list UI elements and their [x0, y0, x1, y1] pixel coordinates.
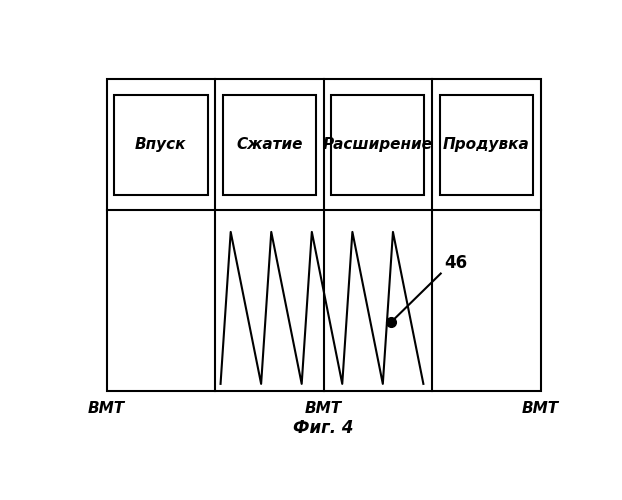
Text: Впуск: Впуск [135, 137, 187, 152]
Text: ВМТ: ВМТ [88, 400, 125, 415]
Text: ВМТ: ВМТ [305, 400, 342, 415]
Text: Расширение: Расширение [323, 137, 433, 152]
Bar [107, 79, 541, 391]
Text: 46: 46 [445, 254, 468, 272]
Bar [114, 95, 208, 194]
Text: Фиг. 4: Фиг. 4 [294, 420, 354, 438]
Text: Продувка: Продувка [443, 137, 530, 152]
Text: Сжатие: Сжатие [236, 137, 303, 152]
Bar [440, 95, 533, 194]
Bar [331, 95, 424, 194]
Text: ВМТ: ВМТ [522, 400, 559, 415]
Bar [223, 95, 316, 194]
